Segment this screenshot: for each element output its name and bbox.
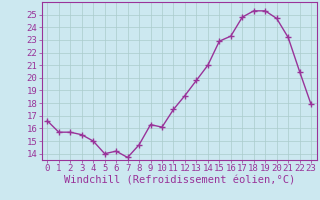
X-axis label: Windchill (Refroidissement éolien,°C): Windchill (Refroidissement éolien,°C) xyxy=(64,176,295,186)
